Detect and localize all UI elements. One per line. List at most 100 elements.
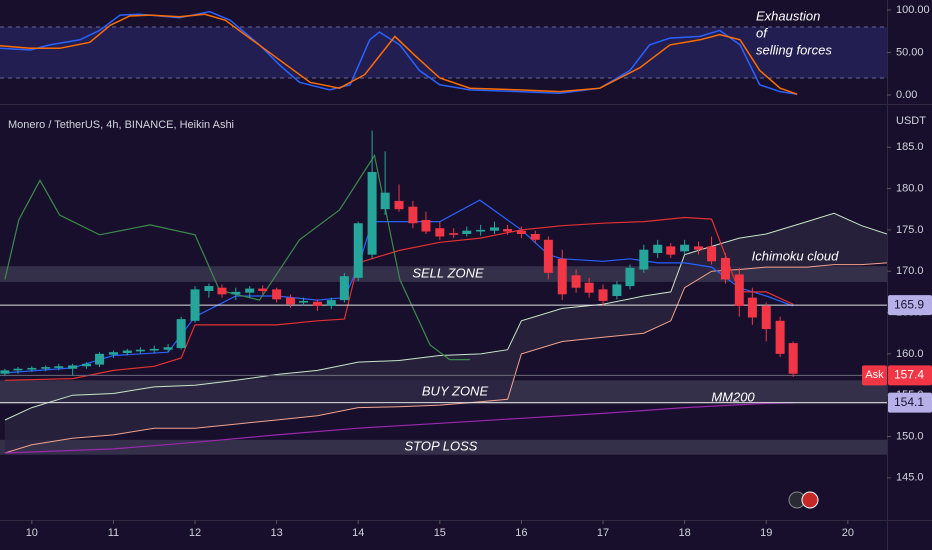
candle-body: [653, 244, 663, 254]
overlay-line: [4, 153, 470, 361]
candle-body: [775, 320, 785, 354]
candle-body: [81, 363, 91, 367]
annotation: selling forces: [756, 42, 832, 57]
price-tag: [888, 365, 932, 386]
candle-body: [149, 348, 159, 351]
candle-body: [598, 289, 608, 301]
candle-body: [367, 171, 377, 255]
candle-body: [503, 229, 513, 232]
candle-body: [639, 249, 649, 270]
x-tick-label: 19: [760, 527, 772, 539]
candle-body: [408, 206, 418, 224]
cloud-fill: [4, 213, 887, 453]
x-tick-label: 12: [189, 527, 201, 539]
candle-body: [380, 192, 390, 210]
y-unit: USDT: [896, 115, 926, 127]
candle-body: [557, 258, 567, 295]
zone-label: BUY ZONE: [422, 384, 489, 399]
candle-body: [68, 365, 78, 369]
candle-body: [625, 267, 635, 287]
y-tick-label: 175.0: [896, 224, 924, 236]
cloud-lower: [4, 262, 887, 454]
y-tick-label: 180.0: [896, 182, 924, 194]
candle-body: [435, 228, 445, 237]
candle-body: [761, 305, 771, 330]
x-tick-label: 18: [679, 527, 691, 539]
icon: [801, 491, 819, 509]
price-tag-label: 154.1: [894, 395, 924, 409]
status-icons: [788, 491, 819, 509]
price-tag: [888, 295, 932, 316]
y-tick-label: 150.0: [896, 430, 924, 442]
candle-body: [747, 297, 757, 318]
zone-label: SELL ZONE: [412, 266, 484, 281]
candle-body: [421, 219, 431, 232]
x-tick-label: 11: [108, 527, 119, 539]
ask-tag-label: Ask: [865, 369, 884, 381]
candle-body: [41, 367, 51, 369]
overlay-line: [4, 216, 794, 381]
candle-body: [734, 274, 744, 306]
candle-body: [272, 289, 282, 300]
candle-body: [449, 233, 459, 235]
candle-body: [108, 352, 118, 355]
candle-body: [353, 223, 363, 278]
price-tag: [888, 392, 932, 413]
x-tick-label: 16: [515, 527, 527, 539]
x-tick-label: 10: [26, 527, 38, 539]
candle-body: [516, 230, 526, 234]
price-pane: SELL ZONE BUY ZONE STOP LOSS Ichimoku cloud…: [0, 130, 887, 455]
candle-body: [176, 319, 186, 349]
candle-body: [13, 368, 23, 371]
candle-body: [122, 350, 132, 354]
zone-label: STOP LOSS: [405, 439, 478, 454]
x-tick-label: 15: [434, 527, 446, 539]
candle-body: [204, 286, 214, 292]
candle-body: [543, 239, 553, 273]
candle-body: [299, 300, 309, 303]
x-tick-label: 14: [352, 527, 364, 539]
x-tick-label: 20: [842, 527, 854, 539]
annotation: of: [756, 25, 768, 40]
candle-body: [339, 276, 349, 301]
cloud-upper: [4, 212, 887, 421]
y-tick-label: 145.0: [896, 472, 924, 484]
oscillator-line: [0, 13, 798, 95]
candle-body: [312, 301, 322, 306]
candle-body: [530, 233, 540, 240]
candle-body: [571, 275, 581, 288]
candle-body: [231, 291, 241, 295]
annotation: Exhaustion: [756, 8, 820, 23]
candle-body: [326, 300, 336, 306]
annotation: MM200: [711, 389, 755, 404]
y-tick-label: 160.0: [896, 348, 924, 360]
annotation: Ichimoku cloud: [752, 248, 839, 263]
x-tick-label: 17: [597, 527, 609, 539]
y-tick-label: 170.0: [896, 265, 924, 277]
oscillator-line: [0, 10, 798, 95]
band: [0, 27, 887, 79]
y-tick-label: 185.0: [896, 141, 924, 153]
ask-tag: [862, 365, 887, 386]
overlay-line: [4, 199, 794, 374]
candle-body: [707, 246, 717, 262]
zone: [0, 266, 887, 282]
y-tick-label: 0.00: [896, 89, 917, 101]
chart-title: Monero / TetherUS, 4h, BINANCE, Heikin A…: [8, 119, 234, 131]
candle-body: [612, 284, 622, 296]
overlay-line: [4, 402, 794, 454]
candle-body: [27, 367, 37, 370]
candle-body: [245, 288, 255, 293]
price-tag-label: 157.4: [894, 368, 924, 382]
candle-body: [163, 347, 173, 350]
candle-body: [490, 227, 500, 231]
y-tick-label: 50.00: [896, 46, 924, 58]
price-tag-label: 165.9: [894, 297, 924, 311]
candle-body: [476, 229, 486, 232]
oscillator-pane: [0, 10, 887, 95]
x-tick-label: 13: [271, 527, 283, 539]
candle-body: [285, 297, 295, 305]
candle-body: [462, 230, 472, 234]
